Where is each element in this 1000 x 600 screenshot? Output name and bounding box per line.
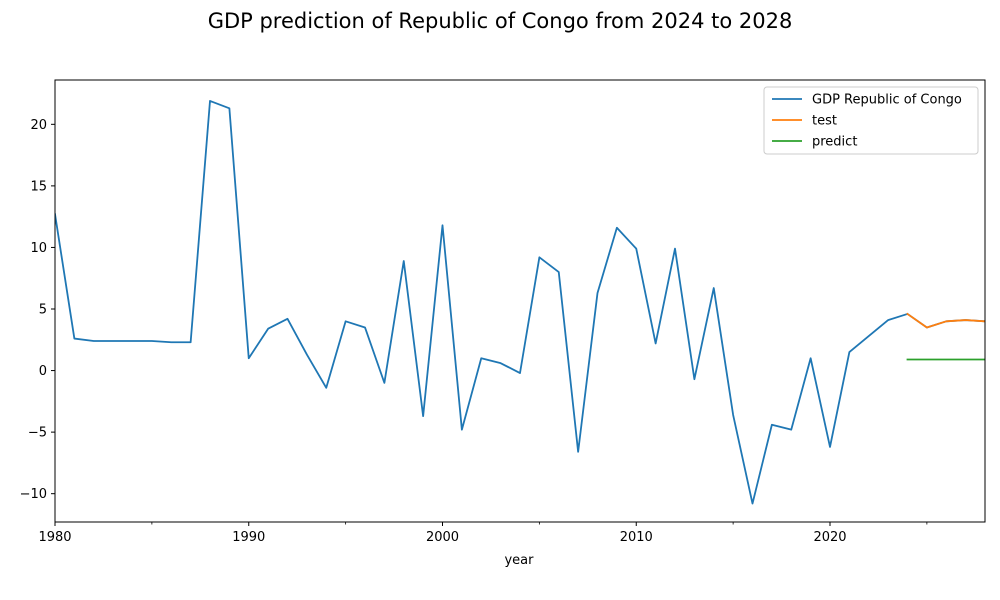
legend-label-predict: predict <box>812 135 857 150</box>
x-tick-label: 2020 <box>813 530 846 545</box>
legend-box <box>763 86 979 155</box>
y-tick-label: 15 <box>30 179 47 194</box>
x-axis-label: year <box>504 553 534 568</box>
y-tick-label: 20 <box>30 118 47 133</box>
plot-series-group <box>55 100 985 505</box>
y-axis-ticks: −10 −5 0 5 10 15 20 <box>20 118 55 502</box>
legend-label-test: test <box>812 114 837 129</box>
y-tick-label: 10 <box>30 241 47 256</box>
legend: GDP Republic of Congo test predict <box>763 86 979 155</box>
x-axis-ticks: 1980 1990 2000 2010 2020 <box>38 522 928 545</box>
chart-title: GDP prediction of Republic of Congo from… <box>208 9 793 33</box>
y-tick-label: −10 <box>20 487 47 502</box>
y-tick-label: 0 <box>39 364 47 379</box>
y-tick-label: −5 <box>28 426 47 441</box>
legend-label-gdp: GDP Republic of Congo <box>812 93 962 108</box>
y-tick-label: 5 <box>39 303 47 318</box>
series-line-gdp <box>55 100 985 505</box>
x-tick-label: 1990 <box>232 530 265 545</box>
axes-frame <box>54 79 986 523</box>
x-tick-label: 1980 <box>38 530 71 545</box>
x-tick-label: 2010 <box>620 530 653 545</box>
x-tick-label: 2000 <box>426 530 459 545</box>
series-line-test <box>906 312 985 329</box>
